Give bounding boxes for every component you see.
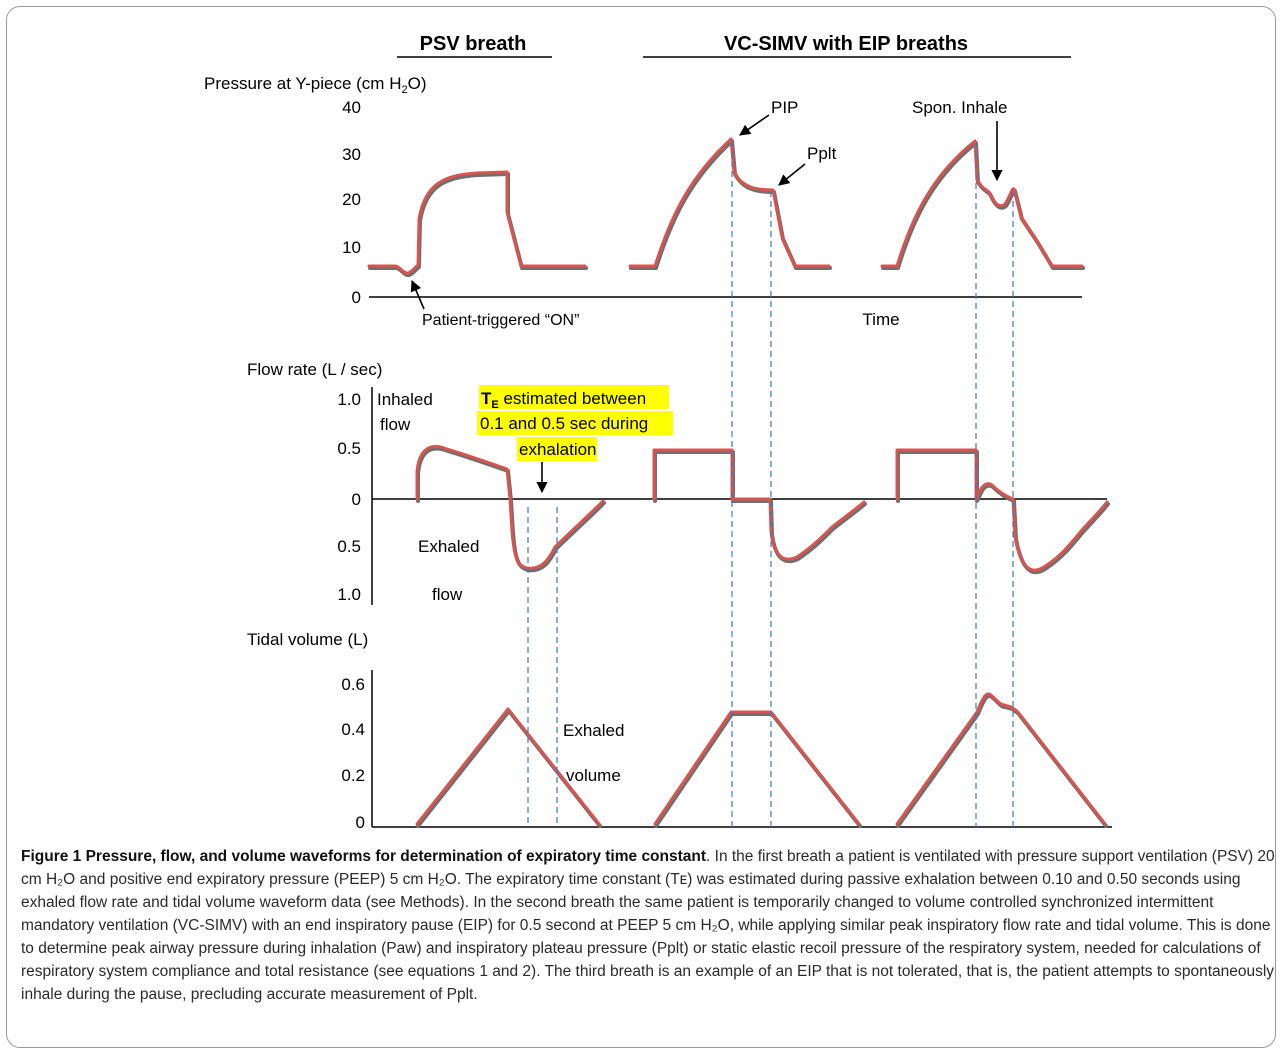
flow-tick-out-1: 1.0: [337, 585, 361, 604]
volume-tick-0: 0: [356, 813, 365, 832]
pplt-arrow: [778, 163, 806, 186]
trigger-arrow: [410, 279, 425, 310]
exhaled-flow-label-1: Exhaled: [418, 537, 479, 556]
te-line2: 0.1 and 0.5 sec during: [480, 414, 648, 433]
volume-axis-title: Tidal volume (L): [247, 630, 368, 649]
waveform-figure: PSV breath VC-SIMV with EIP breaths Pres…: [204, 33, 1112, 832]
pip-label: PIP: [771, 98, 798, 117]
dashed-guides: [527, 141, 1014, 827]
caption-body: . In the first breath a patient is venti…: [21, 848, 1275, 1003]
inhaled-flow-label-2: flow: [380, 415, 411, 434]
pressure-ticks: 40 30 20 10 0: [342, 98, 361, 307]
te-highlight-line1: [479, 385, 669, 409]
volume-trace-eip: [653, 710, 861, 826]
volume-ticks: 0.6 0.4 0.2 0: [341, 675, 365, 832]
pressure-tick-40: 40: [342, 98, 361, 117]
pressure-trace-psv: [367, 170, 587, 275]
flow-ticks: 1.0 0.5 0 0.5 1.0: [337, 390, 361, 604]
pressure-time-label: Time: [862, 310, 899, 329]
flow-traces: [415, 445, 1110, 575]
exhaled-flow-label-2: flow: [432, 585, 463, 604]
flow-trace-eip-shadow: [653, 450, 867, 564]
flow-trace-psv: [415, 445, 605, 570]
spon-inhale-label: Spon. Inhale: [912, 98, 1007, 117]
pressure-tick-20: 20: [342, 190, 361, 209]
te-highlight-line3: [517, 437, 597, 461]
volume-trace-spon-shadow: [896, 693, 1108, 828]
pressure-trace-spon-shadow: [881, 141, 1085, 270]
flow-axis-title: Flow rate (L / sec): [247, 360, 382, 379]
pressure-trace-psv-shadow: [368, 172, 588, 278]
exhaled-volume-label-1: Exhaled: [563, 721, 624, 740]
figure-caption: Figure 1 Pressure, flow, and volume wave…: [21, 845, 1275, 1006]
pressure-tick-0: 0: [352, 288, 361, 307]
volume-trace-spon: [895, 692, 1107, 826]
te-highlight-line2: [477, 411, 673, 435]
pplt-label: Pplt: [807, 144, 837, 163]
flow-tick-in-1: 1.0: [337, 390, 361, 409]
pressure-tick-30: 30: [342, 145, 361, 164]
vcsimv-header: VC-SIMV with EIP breaths: [724, 33, 968, 55]
flow-tick-0: 0: [352, 490, 361, 509]
pressure-annotations: PIP Pplt Spon. Inhale Patient-triggered …: [410, 98, 1007, 329]
te-line1: TE estimated between: [481, 389, 646, 411]
flow-trace-eip: [652, 448, 866, 561]
te-line3: exhalation: [519, 440, 597, 459]
volume-trace-psv: [415, 707, 601, 826]
caption-title: Figure 1 Pressure, flow, and volume wave…: [21, 848, 707, 865]
flow-trace-spon: [895, 448, 1109, 572]
inhaled-flow-label-1: Inhaled: [377, 390, 433, 409]
psv-header: PSV breath: [420, 33, 527, 55]
flow-tick-in-05: 0.5: [337, 439, 361, 458]
pressure-trace-spon: [880, 139, 1084, 268]
volume-trace-eip-shadow: [654, 712, 862, 828]
pressure-tick-10: 10: [342, 238, 361, 257]
volume-traces: [415, 692, 1108, 828]
volume-tick-02: 0.2: [341, 766, 365, 785]
pressure-axis-title: Pressure at Y-piece (cm H2O): [204, 74, 426, 96]
figure-card: PSV breath VC-SIMV with EIP breaths Pres…: [6, 6, 1276, 1048]
flow-trace-spon-shadow: [896, 450, 1110, 575]
pressure-trace-eip: [628, 137, 831, 268]
volume-tick-04: 0.4: [341, 720, 365, 739]
exhaled-volume-label-2: volume: [566, 766, 621, 785]
pip-arrow: [739, 114, 770, 136]
flow-tick-out-05: 0.5: [337, 537, 361, 556]
volume-tick-06: 0.6: [341, 675, 365, 694]
flow-side-labels: Inhaled flow Exhaled flow: [377, 390, 479, 604]
te-highlight-box: TE estimated between 0.1 and 0.5 sec dur…: [477, 385, 673, 461]
trigger-label: Patient-triggered “ON”: [422, 312, 579, 329]
